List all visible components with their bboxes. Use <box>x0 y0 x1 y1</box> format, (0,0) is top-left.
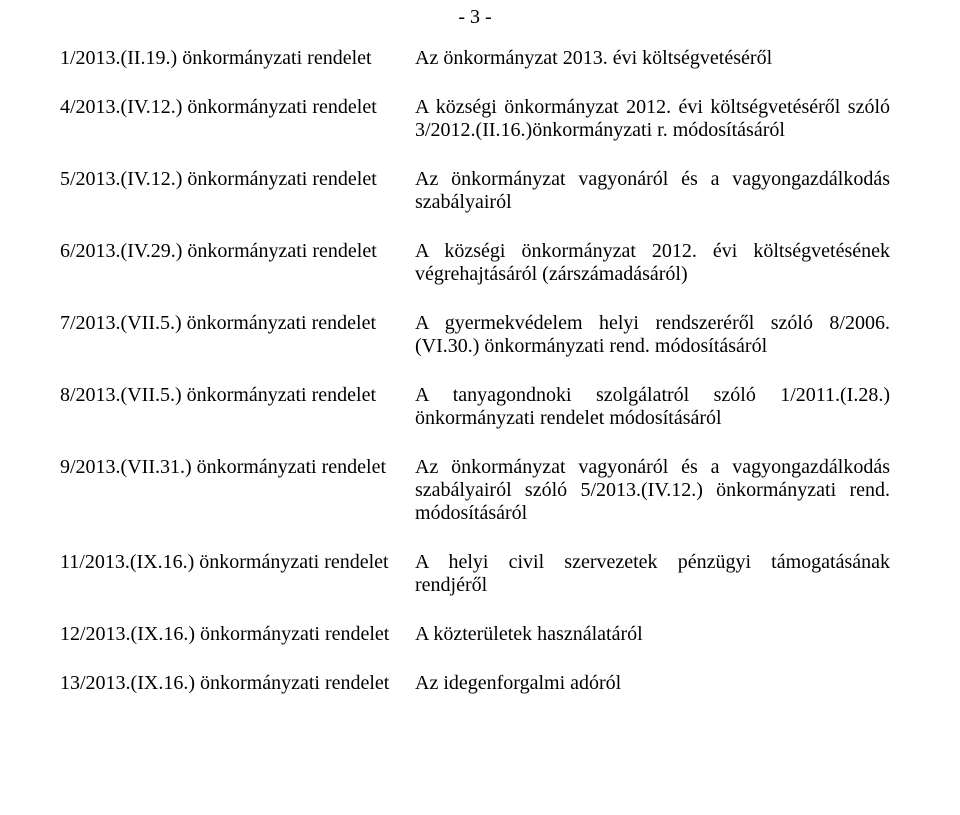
ordinance-title: Az önkormányzat 2013. évi költségvetésér… <box>415 47 890 70</box>
ordinance-title: A községi önkormányzat 2012. évi költség… <box>415 96 890 142</box>
ordinance-title: Az önkormányzat vagyonáról és a vagyonga… <box>415 168 890 214</box>
ordinance-row: 9/2013.(VII.31.) önkormányzati rendeletA… <box>60 456 890 525</box>
ordinance-number: 1/2013.(II.19.) önkormányzati rendelet <box>60 47 415 70</box>
ordinance-title: A közterületek használatáról <box>415 623 890 646</box>
ordinance-number: 5/2013.(IV.12.) önkormányzati rendelet <box>60 168 415 191</box>
ordinance-number: 8/2013.(VII.5.) önkormányzati rendelet <box>60 384 415 407</box>
ordinance-number: 6/2013.(IV.29.) önkormányzati rendelet <box>60 240 415 263</box>
ordinance-title: Az idegenforgalmi adóról <box>415 672 890 695</box>
ordinance-row: 11/2013.(IX.16.) önkormányzati rendeletA… <box>60 551 890 597</box>
ordinance-title: A helyi civil szervezetek pénzügyi támog… <box>415 551 890 597</box>
ordinance-title: A tanyagondnoki szolgálatról szóló 1/201… <box>415 384 890 430</box>
ordinance-row: 4/2013.(IV.12.) önkormányzati rendeletA … <box>60 96 890 142</box>
ordinance-title: Az önkormányzat vagyonáról és a vagyonga… <box>415 456 890 525</box>
ordinance-row: 8/2013.(VII.5.) önkormányzati rendeletA … <box>60 384 890 430</box>
ordinance-number: 4/2013.(IV.12.) önkormányzati rendelet <box>60 96 415 119</box>
ordinance-title: A községi önkormányzat 2012. évi költség… <box>415 240 890 286</box>
ordinance-row: 13/2013.(IX.16.) önkormányzati rendeletA… <box>60 672 890 695</box>
ordinance-number: 11/2013.(IX.16.) önkormányzati rendelet <box>60 551 415 574</box>
ordinance-row: 1/2013.(II.19.) önkormányzati rendeletAz… <box>60 47 890 70</box>
ordinance-row: 5/2013.(IV.12.) önkormányzati rendeletAz… <box>60 168 890 214</box>
ordinance-row: 6/2013.(IV.29.) önkormányzati rendeletA … <box>60 240 890 286</box>
ordinance-number: 13/2013.(IX.16.) önkormányzati rendelet <box>60 672 415 695</box>
ordinance-title: A gyermekvédelem helyi rendszeréről szól… <box>415 312 890 358</box>
page-number: - 3 - <box>60 0 890 47</box>
ordinance-row: 7/2013.(VII.5.) önkormányzati rendeletA … <box>60 312 890 358</box>
ordinance-number: 9/2013.(VII.31.) önkormányzati rendelet <box>60 456 415 479</box>
ordinance-number: 7/2013.(VII.5.) önkormányzati rendelet <box>60 312 415 335</box>
ordinance-list: 1/2013.(II.19.) önkormányzati rendeletAz… <box>60 47 890 695</box>
ordinance-number: 12/2013.(IX.16.) önkormányzati rendelet <box>60 623 415 646</box>
ordinance-row: 12/2013.(IX.16.) önkormányzati rendeletA… <box>60 623 890 646</box>
